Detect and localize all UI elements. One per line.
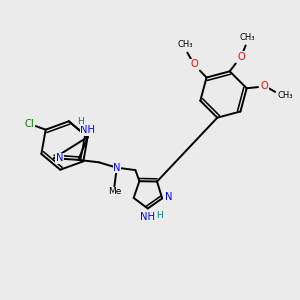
Text: H: H bbox=[156, 211, 163, 220]
Text: CH₃: CH₃ bbox=[277, 91, 293, 100]
Text: H: H bbox=[77, 117, 84, 126]
Text: N: N bbox=[56, 153, 63, 163]
Text: N: N bbox=[113, 163, 121, 173]
Text: NH: NH bbox=[80, 125, 95, 136]
Text: CH₃: CH₃ bbox=[240, 33, 256, 42]
Text: N: N bbox=[165, 192, 172, 202]
Text: Cl: Cl bbox=[24, 119, 34, 129]
Text: O: O bbox=[261, 81, 268, 91]
Text: NH: NH bbox=[140, 212, 155, 222]
Text: Me: Me bbox=[108, 187, 121, 196]
Text: O: O bbox=[237, 52, 245, 62]
Text: O: O bbox=[190, 59, 198, 69]
Text: CH₃: CH₃ bbox=[178, 40, 193, 49]
